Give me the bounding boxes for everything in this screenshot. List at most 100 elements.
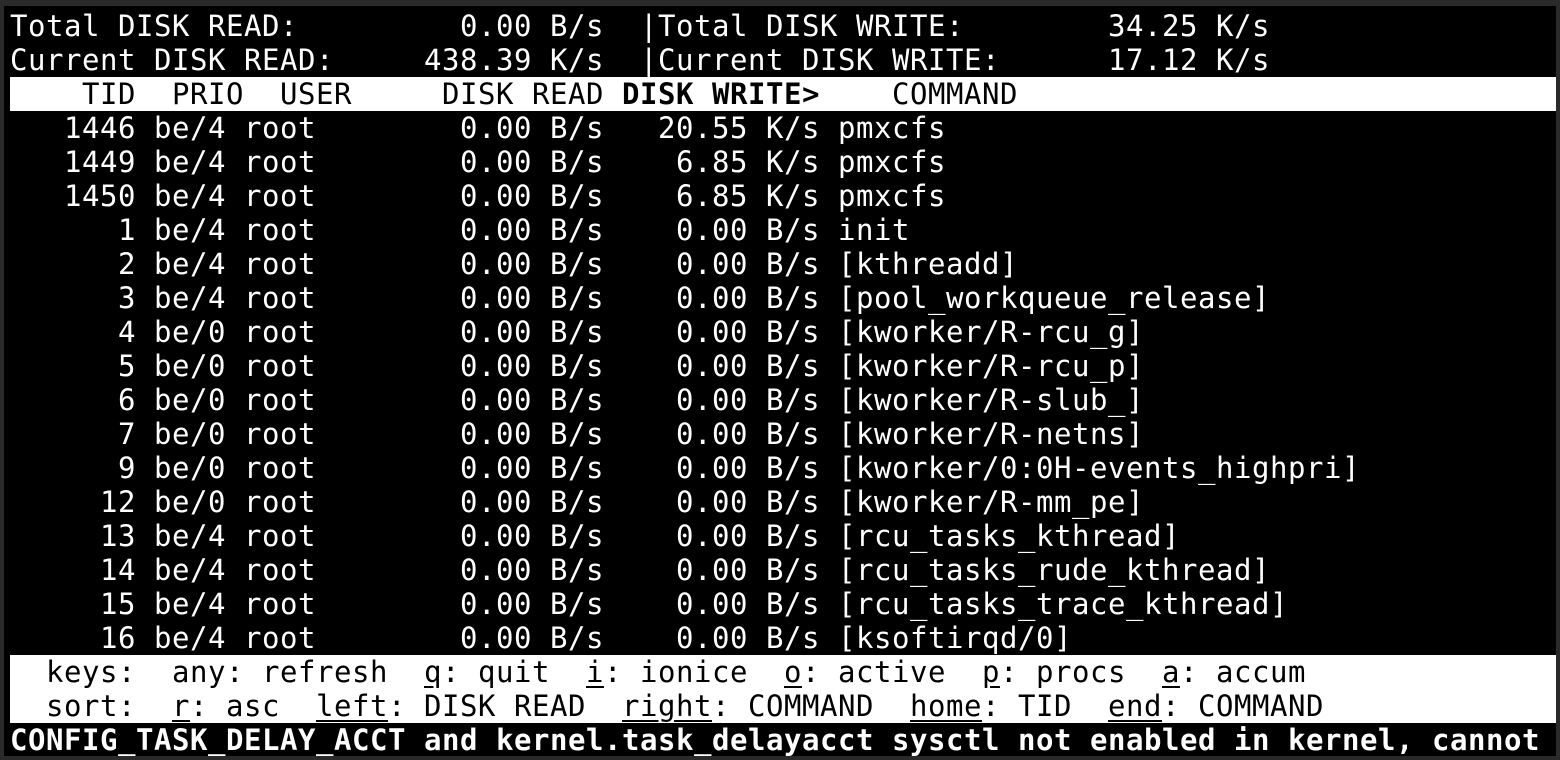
- cell-0: 1446: [64, 111, 136, 145]
- cell-5: [rcu_tasks_trace_kthread]: [838, 587, 1288, 621]
- cell-4: 0.00 B/s: [676, 553, 820, 587]
- key-action: : COMMAND: [1162, 689, 1324, 723]
- cell-1: be/0: [154, 383, 226, 417]
- stat-label: Total DISK READ:: [10, 9, 298, 43]
- cell-3: 0.00 B/s: [460, 553, 604, 587]
- cell-1: be/4: [154, 247, 226, 281]
- key-action: : active: [802, 655, 946, 689]
- key-action: : COMMAND: [712, 689, 874, 723]
- cell-4: 6.85 K/s: [676, 145, 820, 179]
- cell-4: 0.00 B/s: [676, 281, 820, 315]
- cell-5: [ksoftirqd/0]: [838, 621, 1072, 655]
- key-action: : ionice: [604, 655, 748, 689]
- cell-3: 0.00 B/s: [460, 621, 604, 655]
- cell-4: 0.00 B/s: [676, 587, 820, 621]
- cell-5: [rcu_tasks_rude_kthread]: [838, 553, 1270, 587]
- key: i: [586, 655, 604, 689]
- stat-value: 34.25 K/s: [1108, 9, 1270, 43]
- column-header: COMMAND: [892, 77, 1018, 111]
- cell-3: 0.00 B/s: [460, 213, 604, 247]
- key-action: : procs: [1000, 655, 1126, 689]
- cell-3: 0.00 B/s: [460, 587, 604, 621]
- cell-4: 0.00 B/s: [676, 451, 820, 485]
- key-action: : refresh: [226, 655, 388, 689]
- cell-0: 1: [118, 213, 136, 247]
- cell-4: 20.55 K/s: [658, 111, 820, 145]
- cell-1: be/4: [154, 281, 226, 315]
- cell-0: 2: [118, 247, 136, 281]
- cell-3: 0.00 B/s: [460, 451, 604, 485]
- cell-5: [kthreadd]: [838, 247, 1018, 281]
- cell-0: 5: [118, 349, 136, 383]
- cell-0: 3: [118, 281, 136, 315]
- separator: |: [640, 43, 658, 77]
- column-header: PRIO: [172, 77, 244, 111]
- separator: |: [640, 9, 658, 43]
- cell-4: 0.00 B/s: [676, 315, 820, 349]
- cell-0: 12: [100, 485, 136, 519]
- key: right: [622, 689, 712, 723]
- cell-2: root: [244, 213, 316, 247]
- cell-5: [kworker/R-rcu_g]: [838, 315, 1144, 349]
- key-action: : TID: [982, 689, 1072, 723]
- cell-4: 6.85 K/s: [676, 179, 820, 213]
- cell-0: 13: [100, 519, 136, 553]
- cell-2: root: [244, 587, 316, 621]
- cell-0: 16: [100, 621, 136, 655]
- highlight-band: [10, 77, 1556, 111]
- cell-5: [kworker/R-netns]: [838, 417, 1144, 451]
- column-header: TID: [82, 77, 136, 111]
- key-action: : quit: [442, 655, 550, 689]
- cell-4: 0.00 B/s: [676, 247, 820, 281]
- cell-1: be/4: [154, 145, 226, 179]
- cell-3: 0.00 B/s: [460, 417, 604, 451]
- cell-0: 6: [118, 383, 136, 417]
- cell-4: 0.00 B/s: [676, 383, 820, 417]
- cell-2: root: [244, 315, 316, 349]
- cell-2: root: [244, 111, 316, 145]
- cell-5: pmxcfs: [838, 179, 946, 213]
- cell-4: 0.00 B/s: [676, 485, 820, 519]
- cell-0: 14: [100, 553, 136, 587]
- cell-1: be/0: [154, 485, 226, 519]
- cell-0: 1450: [64, 179, 136, 213]
- footer-label: sort:: [46, 689, 136, 723]
- cell-2: root: [244, 519, 316, 553]
- column-header: USER: [280, 77, 352, 111]
- cell-1: be/4: [154, 179, 226, 213]
- cell-0: 9: [118, 451, 136, 485]
- key: q: [424, 655, 442, 689]
- cell-3: 0.00 B/s: [460, 247, 604, 281]
- cell-3: 0.00 B/s: [460, 485, 604, 519]
- cell-2: root: [244, 247, 316, 281]
- cell-4: 0.00 B/s: [676, 621, 820, 655]
- cell-5: pmxcfs: [838, 111, 946, 145]
- cell-1: be/4: [154, 553, 226, 587]
- stat-value: 0.00 B/s: [460, 9, 604, 43]
- footer-label: keys:: [46, 655, 136, 689]
- cell-0: 15: [100, 587, 136, 621]
- cell-3: 0.00 B/s: [460, 315, 604, 349]
- cell-4: 0.00 B/s: [676, 519, 820, 553]
- key-action: : asc: [190, 689, 280, 723]
- key: home: [910, 689, 982, 723]
- cell-1: be/4: [154, 519, 226, 553]
- key: a: [1162, 655, 1180, 689]
- key: any: [172, 655, 226, 689]
- cell-2: root: [244, 451, 316, 485]
- cell-5: [kworker/R-mm_pe]: [838, 485, 1144, 519]
- cell-0: 4: [118, 315, 136, 349]
- cell-1: be/4: [154, 213, 226, 247]
- cell-1: be/0: [154, 451, 226, 485]
- cell-5: [pool_workqueue_release]: [838, 281, 1270, 315]
- key: left: [316, 689, 388, 723]
- column-header: DISK WRITE>: [622, 77, 820, 111]
- cell-3: 0.00 B/s: [460, 145, 604, 179]
- cell-5: [kworker/0:0H-events_highpri]: [838, 451, 1360, 485]
- cell-5: [rcu_tasks_kthread]: [838, 519, 1180, 553]
- cell-1: be/0: [154, 349, 226, 383]
- cell-3: 0.00 B/s: [460, 519, 604, 553]
- cell-1: be/0: [154, 315, 226, 349]
- highlight-band: [10, 655, 1556, 723]
